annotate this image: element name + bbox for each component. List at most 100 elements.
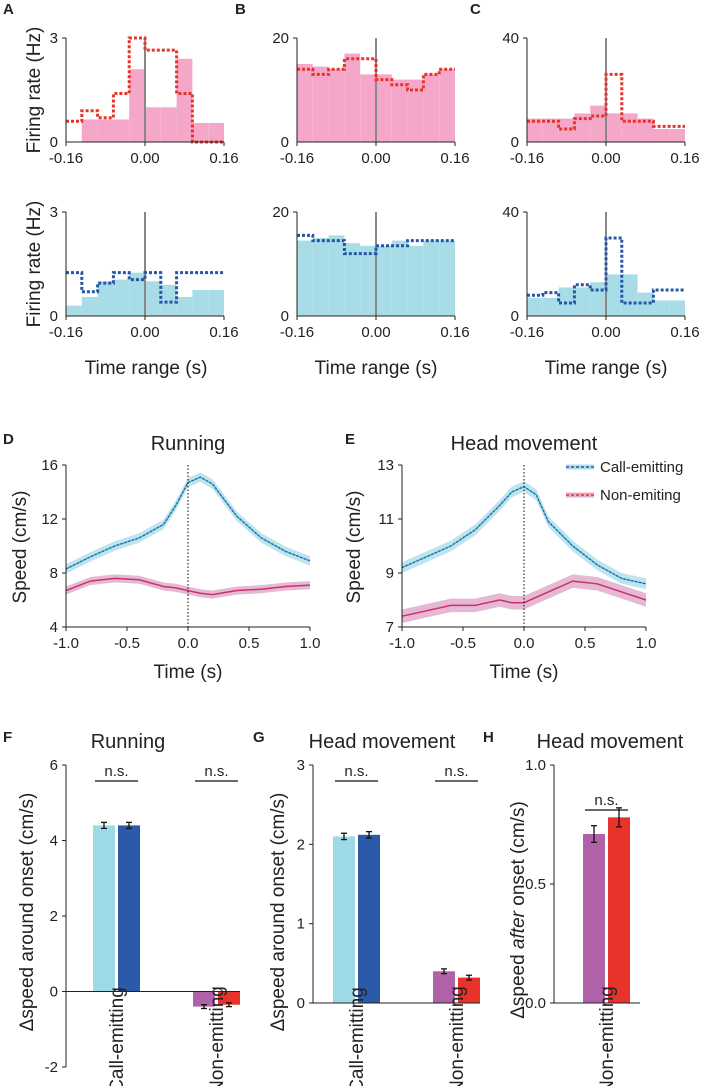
panel-h-ytick-2: 1.0 — [525, 757, 546, 774]
panel-label-e: E — [345, 431, 355, 448]
hist-c-top-step-line — [527, 72, 685, 131]
hist-b-bottom-ytick-1: 20 — [272, 204, 289, 221]
hist-c-top-xtick-2: 0.16 — [670, 150, 699, 167]
panel-g-ylabel: Δspeed around onset (cm/s) — [268, 793, 289, 1032]
hist-a-bottom-bar-8 — [192, 290, 209, 316]
panel-f-group-label-1: Non-emitting — [207, 986, 228, 1086]
panel-g-ytick-2: 2 — [297, 836, 305, 853]
hist-c-bottom-bar-4 — [590, 282, 606, 316]
hist-b-bottom-ytick-0: 0 — [281, 308, 289, 325]
panel-g-ytick-1: 1 — [297, 916, 305, 933]
panel-d-xtick-0: -1.0 — [53, 635, 79, 652]
hist-b-bottom-xtick-2: 0.16 — [440, 324, 469, 341]
panel-label-b: B — [235, 1, 246, 18]
hist-c-bottom-bar-0 — [527, 297, 543, 316]
panel-d-xtick-3: 0.5 — [239, 635, 260, 652]
panel-label-c: C — [470, 1, 481, 18]
hist-b-top-xtick-2: 0.16 — [440, 150, 469, 167]
hist-a-bottom-xtick-0: -0.16 — [49, 324, 83, 341]
panel-f-ylabel: Δspeed around onset (cm/s) — [17, 793, 38, 1032]
panel-e-xtick-4: 1.0 — [636, 635, 657, 652]
hist-b-top-xtick-1: 0.00 — [361, 150, 390, 167]
hist-b-bottom-bar-4 — [360, 245, 376, 316]
hist-a-top-xtick-1: 0.00 — [130, 150, 159, 167]
panel-label-f: F — [3, 729, 12, 746]
hist-b-top-bar-7 — [407, 79, 424, 142]
panel-g-bar-1-1 — [458, 977, 480, 1003]
hist-a-top-xtick-0: -0.16 — [49, 150, 83, 167]
panel-e-ytick-0: 7 — [386, 619, 394, 636]
hist-c-top-bar-8 — [653, 129, 670, 142]
panel-e-xlabel: Time (s) — [490, 662, 559, 683]
panel-g-group-label-0: Call-emitting — [347, 987, 368, 1086]
hist-c-top-bar-0 — [527, 118, 543, 142]
panel-e-xtick-2: 0.0 — [514, 635, 535, 652]
panel-d-xtick-1: -0.5 — [114, 635, 140, 652]
hist-c-bottom-xtick-0: -0.16 — [510, 324, 544, 341]
hist-c-bottom-bar-3 — [574, 287, 591, 316]
panel-e-ytick-3: 13 — [377, 457, 394, 474]
hist-a-top-bar-9 — [208, 122, 224, 142]
hist-c-top-xtick-0: -0.16 — [510, 150, 544, 167]
hist-a-top-bar-2 — [97, 119, 114, 142]
panel-label-g: G — [253, 729, 265, 746]
panel-g-bar-0-1 — [358, 834, 380, 1003]
hist-b-top-step-line — [297, 57, 455, 92]
hist-c-top-xtick-1: 0.00 — [591, 150, 620, 167]
hist-a-top-bar-5 — [145, 107, 161, 142]
hist-c-bottom-bar-9 — [669, 300, 685, 316]
hist-a-bottom-bar-4 — [129, 272, 145, 316]
hist-b-bottom-bar-7 — [407, 245, 424, 316]
hist-c-top-bar-6 — [621, 113, 638, 142]
panel-h-ylabel-emph: after — [508, 910, 529, 949]
hist-a-bottom-bar-9 — [208, 290, 224, 316]
panel-f-bar-1-1 — [218, 991, 240, 1005]
hist-b-xlabel: Time range (s) — [315, 358, 438, 379]
hist-a-top-ytick-0: 0 — [50, 134, 58, 151]
panel-h-bar-0-1 — [608, 817, 630, 1003]
panel-e-ytick-2: 11 — [378, 511, 394, 528]
hist-a-top-bar-4 — [129, 69, 145, 142]
hist-a-top-ytick-1: 3 — [50, 30, 58, 47]
panel-f-ytick-3: 4 — [50, 833, 58, 850]
hist-a-top-bar-1 — [81, 119, 98, 142]
panel-e-ytick-1: 9 — [386, 565, 394, 582]
hist-c-top-ytick-0: 0 — [511, 134, 519, 151]
hist-c-bottom-xtick-1: 0.00 — [591, 324, 620, 341]
hist-c-top-bar-1 — [542, 118, 559, 142]
panel-e-xtick-0: -1.0 — [389, 635, 415, 652]
hist-a-top-bar-3 — [113, 119, 130, 142]
panel-f-ytick-0: -2 — [45, 1059, 58, 1076]
panel-g-sig-0: n.s. — [344, 763, 368, 780]
hist-b-top-ytick-1: 20 — [272, 30, 289, 47]
hist-c-bottom-ytick-1: 40 — [502, 204, 519, 221]
panel-f-bar-0-1 — [118, 825, 140, 992]
panel-d-xtick-4: 1.0 — [300, 635, 321, 652]
hist-a-top-bar-8 — [192, 122, 209, 142]
panel-d-band-1 — [66, 574, 310, 599]
panel-d-xtick-2: 0.0 — [178, 635, 199, 652]
panel-e-title: Head movement — [451, 433, 598, 455]
legend: Call-emitting Non-emiting — [566, 459, 683, 504]
panel-g-bar-1-0 — [433, 971, 455, 1003]
hist-b-bottom-bar-5 — [376, 245, 392, 316]
hist-c-top-ytick-1: 40 — [502, 30, 519, 47]
hist-b-top-bar-9 — [439, 69, 455, 142]
panel-d-ytick-0: 4 — [50, 619, 58, 636]
hist-a-bottom-bar-0 — [66, 305, 82, 316]
hist-b-bottom-bar-1 — [312, 238, 329, 316]
panel-g-ytick-3: 3 — [297, 757, 305, 774]
panel-h-sig-0: n.s. — [594, 792, 618, 809]
hist-c-top-bar-3 — [574, 113, 591, 142]
panel-d-ylabel: Speed (cm/s) — [10, 491, 31, 604]
hist-c-xlabel: Time range (s) — [545, 358, 668, 379]
panel-g-group-label-1: Non-emitting — [447, 986, 468, 1086]
hist-a-bottom-bar-6 — [160, 284, 177, 316]
hist-a-bottom-step-line — [66, 271, 224, 304]
panel-e-ylabel: Speed (cm/s) — [344, 491, 365, 604]
hist-c-top-bar-9 — [669, 129, 685, 142]
panel-h-bar-0-0 — [583, 834, 605, 1003]
hist-c-bottom-ytick-0: 0 — [511, 308, 519, 325]
hist-c-bottom-bar-5 — [606, 274, 622, 316]
